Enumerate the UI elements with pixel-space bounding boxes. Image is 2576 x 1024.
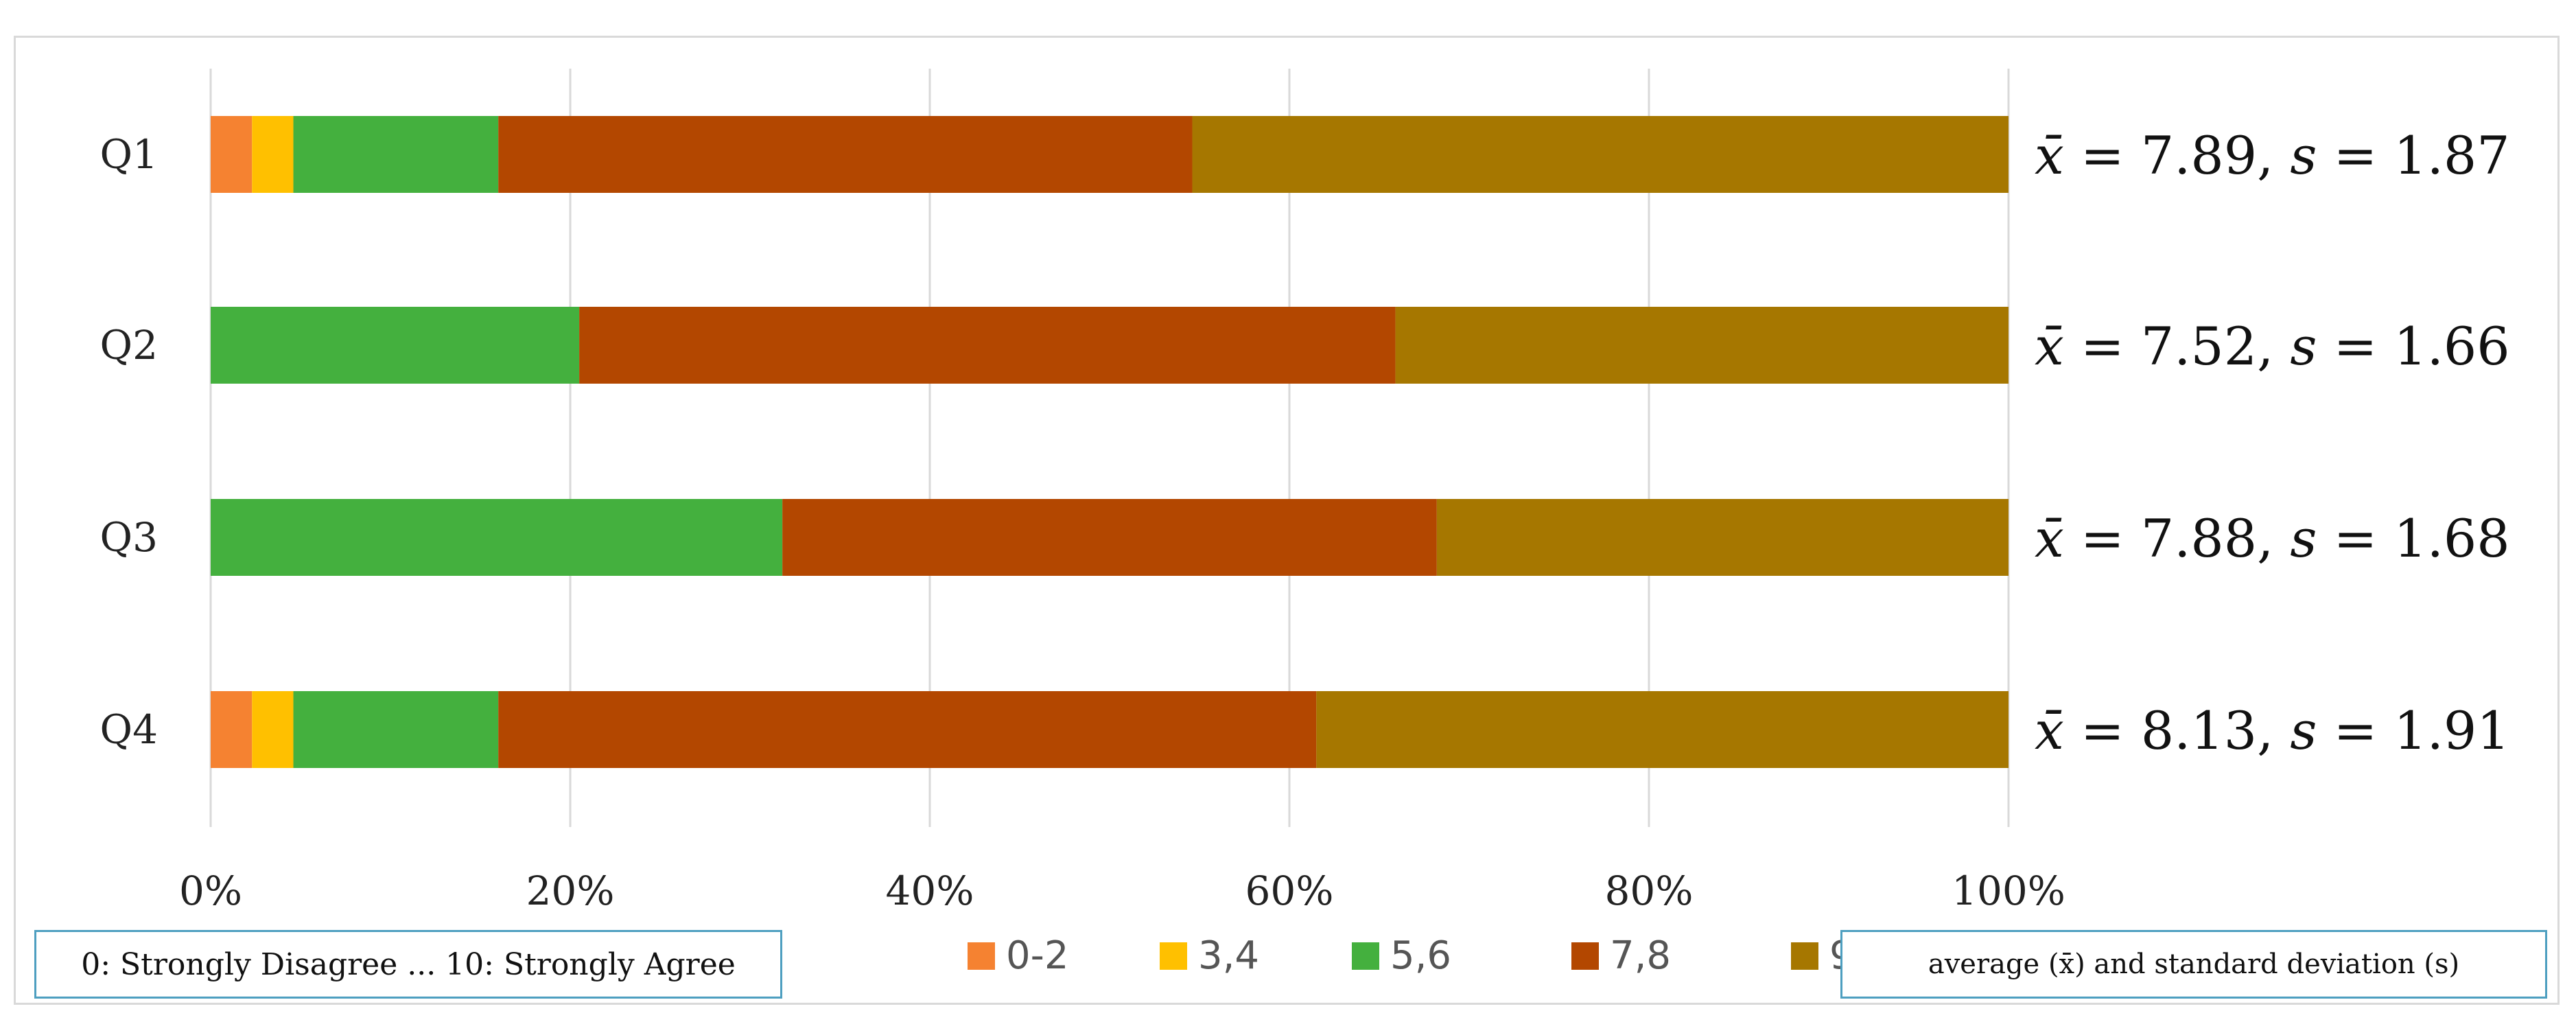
stat-annotation: x̄ = 7.88, s = 1.68 bbox=[2035, 508, 2510, 569]
bar-segment bbox=[211, 307, 580, 384]
category-label: Q2 bbox=[100, 322, 158, 369]
legend-label: 5,6 bbox=[1390, 933, 1451, 978]
category-label: Q3 bbox=[100, 514, 158, 561]
bar-segment bbox=[1316, 691, 2009, 768]
legend-swatch bbox=[1352, 942, 1379, 970]
labels: 0% 20% 40% 60% 80% 100% Q1 Q2 Q3 Q4 x̄ = 7.89, s =… bbox=[100, 125, 2510, 978]
bar-segment bbox=[252, 116, 294, 193]
bar-segment bbox=[293, 691, 499, 768]
stat-annotation: x̄ = 8.13, s = 1.91 bbox=[2035, 700, 2510, 761]
stats-note: average (x̄) and standard deviation (s) bbox=[1840, 930, 2547, 999]
stat-annotation: x̄ = 7.52, s = 1.66 bbox=[2035, 316, 2510, 377]
bar-segment bbox=[293, 116, 499, 193]
legend-swatch bbox=[1160, 942, 1187, 970]
category-label: Q1 bbox=[100, 131, 158, 178]
bar-segment bbox=[579, 307, 1396, 384]
bar-segment bbox=[252, 691, 294, 768]
legend-label: 3,4 bbox=[1198, 933, 1259, 978]
legend-label: 7,8 bbox=[1610, 933, 1671, 978]
bar-segment bbox=[211, 691, 253, 768]
bar-segment bbox=[782, 499, 1437, 576]
bar-segment bbox=[211, 499, 783, 576]
legend-swatch bbox=[1791, 942, 1818, 970]
x-tick-label: 40% bbox=[886, 868, 974, 914]
bars bbox=[211, 116, 2009, 768]
bar-segment bbox=[498, 691, 1317, 768]
bar-segment bbox=[1436, 499, 2009, 576]
scale-note: 0: Strongly Disagree ... 10: Strongly Ag… bbox=[34, 930, 782, 999]
bar-segment bbox=[1192, 116, 2009, 193]
category-label: Q4 bbox=[100, 706, 158, 753]
legend-swatch bbox=[968, 942, 995, 970]
x-tick-label: 60% bbox=[1245, 868, 1334, 914]
bar-segment bbox=[498, 116, 1193, 193]
x-tick-label: 20% bbox=[526, 868, 615, 914]
x-tick-label: 0% bbox=[179, 868, 242, 914]
bar-segment bbox=[211, 116, 253, 193]
x-tick-label: 80% bbox=[1605, 868, 1694, 914]
legend-label: 0-2 bbox=[1006, 933, 1068, 978]
legend-swatch bbox=[1571, 942, 1599, 970]
bar-segment bbox=[1395, 307, 2009, 384]
stat-annotation: x̄ = 7.89, s = 1.87 bbox=[2035, 125, 2510, 186]
x-tick-label: 100% bbox=[1952, 868, 2065, 914]
